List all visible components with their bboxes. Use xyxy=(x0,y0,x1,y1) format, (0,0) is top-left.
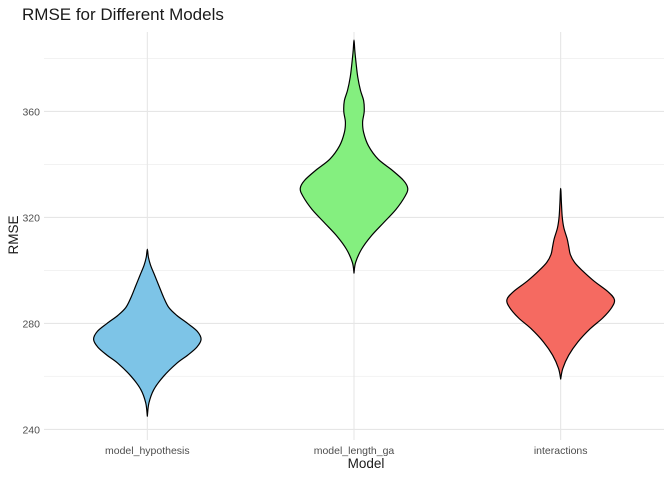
y-axis-ticks: 240 280 320 360 xyxy=(22,106,40,436)
x-tick-label: model_hypothesis xyxy=(105,445,190,457)
y-tick-label: 280 xyxy=(22,318,40,330)
y-axis-title: RMSE xyxy=(6,215,21,254)
x-axis-ticks: model_hypothesis model_length_ga interacti… xyxy=(105,445,588,457)
y-tick-label: 360 xyxy=(22,106,40,118)
violin-interactions xyxy=(506,187,616,380)
chart-title: RMSE for Different Models xyxy=(22,5,224,24)
x-axis-title: Model xyxy=(348,456,385,471)
x-tick-label: interactions xyxy=(534,445,588,457)
y-tick-label: 240 xyxy=(22,424,40,436)
violins xyxy=(93,39,616,417)
violin-model_length_ga xyxy=(299,39,409,274)
violin-model_hypothesis xyxy=(93,248,202,417)
y-tick-label: 320 xyxy=(22,212,40,224)
x-tick-label: model_length_ga xyxy=(314,445,395,457)
